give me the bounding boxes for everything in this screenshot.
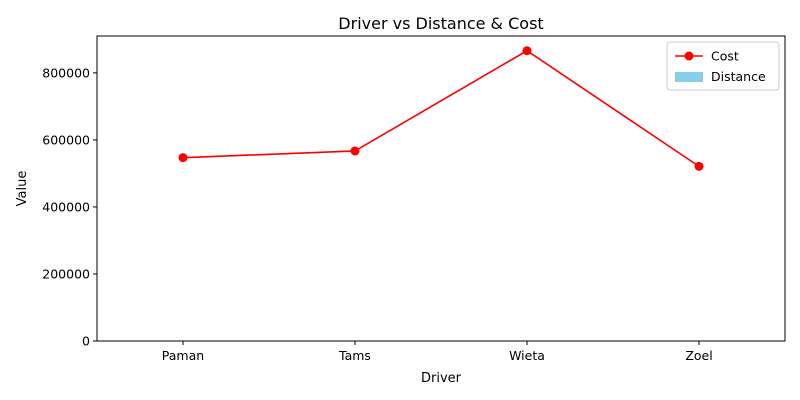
legend-distance-label: Distance: [711, 69, 766, 84]
x-axis-label: Driver: [421, 371, 462, 386]
x-axis: Paman Tams Wieta Zoel: [162, 341, 713, 363]
y-tick-label: 0: [82, 334, 90, 349]
legend-cost-label: Cost: [711, 49, 739, 64]
y-tick-label: 600000: [42, 132, 90, 147]
y-axis: 0 200000 400000 600000 800000: [42, 65, 97, 349]
x-tick-label: Wieta: [509, 348, 545, 363]
legend-distance-swatch: [675, 72, 703, 82]
plot-area: [96, 35, 786, 342]
plot-frame: [96, 35, 786, 342]
legend: Cost Distance: [666, 41, 780, 91]
y-axis-label: Value: [15, 171, 30, 207]
cost-point: [522, 46, 532, 56]
x-tick-label: Tams: [338, 348, 371, 363]
x-tick-label: Paman: [162, 348, 204, 363]
chart-title: Driver vs Distance & Cost: [338, 14, 543, 33]
legend-cost-marker: [684, 51, 694, 61]
cost-point: [178, 153, 188, 163]
y-tick-label: 200000: [42, 266, 90, 281]
y-tick-label: 800000: [42, 65, 90, 80]
cost-point: [694, 161, 704, 171]
y-tick-label: 400000: [42, 199, 90, 214]
cost-series-line: [182, 49, 700, 168]
x-tick-label: Zoel: [685, 348, 712, 363]
cost-point: [350, 146, 360, 156]
